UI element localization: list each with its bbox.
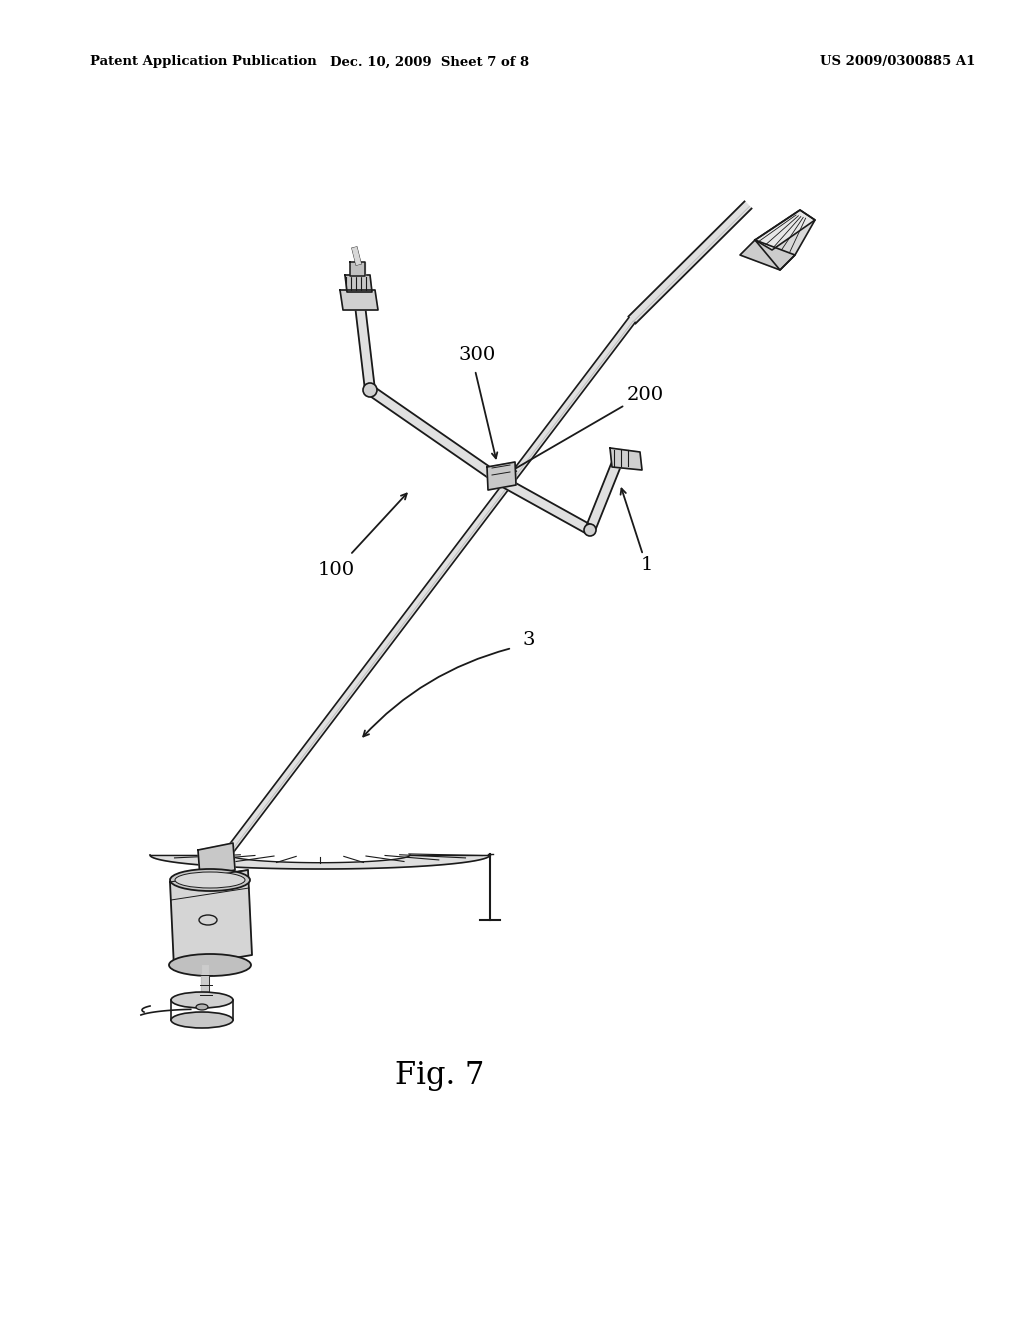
Ellipse shape <box>170 869 250 891</box>
Ellipse shape <box>196 1005 208 1010</box>
Polygon shape <box>170 870 252 968</box>
Ellipse shape <box>171 1012 233 1028</box>
Polygon shape <box>150 855 490 869</box>
Polygon shape <box>350 261 365 276</box>
Text: Dec. 10, 2009  Sheet 7 of 8: Dec. 10, 2009 Sheet 7 of 8 <box>331 55 529 69</box>
Ellipse shape <box>171 993 233 1008</box>
Text: 1: 1 <box>641 556 653 574</box>
Text: 200: 200 <box>627 385 665 404</box>
Polygon shape <box>740 240 795 271</box>
Ellipse shape <box>362 383 377 397</box>
Text: US 2009/0300885 A1: US 2009/0300885 A1 <box>820 55 976 69</box>
Polygon shape <box>355 305 375 391</box>
Polygon shape <box>586 458 623 532</box>
Polygon shape <box>345 275 372 292</box>
Text: 3: 3 <box>522 631 535 649</box>
Polygon shape <box>498 475 593 535</box>
Text: 100: 100 <box>318 561 355 579</box>
Ellipse shape <box>175 873 245 888</box>
Ellipse shape <box>169 954 251 975</box>
Ellipse shape <box>584 524 596 536</box>
Polygon shape <box>368 385 503 484</box>
Polygon shape <box>755 210 815 249</box>
Polygon shape <box>340 290 378 310</box>
Polygon shape <box>629 202 752 323</box>
Text: 300: 300 <box>459 346 497 364</box>
Polygon shape <box>198 843 234 876</box>
Polygon shape <box>487 462 516 490</box>
Text: Fig. 7: Fig. 7 <box>395 1060 484 1092</box>
Polygon shape <box>610 447 642 470</box>
Polygon shape <box>755 210 815 271</box>
Text: Patent Application Publication: Patent Application Publication <box>90 55 316 69</box>
Polygon shape <box>212 318 635 873</box>
